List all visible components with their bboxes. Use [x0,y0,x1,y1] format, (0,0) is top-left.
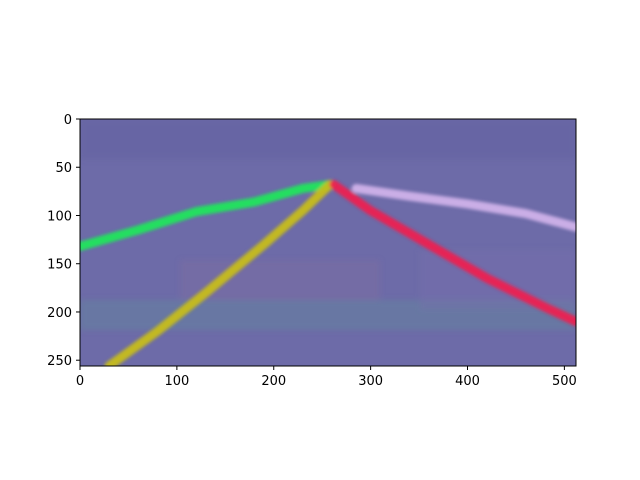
x-tick-label: 400 [455,374,480,389]
x-tick-label: 300 [358,374,383,389]
image-line-1 [104,180,335,366]
image-plot [80,119,576,366]
y-tick-label: 50 [55,161,72,176]
image-line-2 [329,180,576,327]
image-line-3 [351,183,576,232]
y-tick-label: 150 [47,258,72,273]
y-tick-label: 200 [47,306,72,321]
y-tick-label: 250 [47,354,72,369]
line-layer [80,180,576,366]
y-tick-label: 100 [47,209,72,224]
plot-frame [79,118,577,367]
x-tick-label: 0 [76,374,84,389]
x-tick-label: 100 [164,374,189,389]
x-tick-label: 200 [261,374,286,389]
x-tick-label: 500 [552,374,577,389]
y-axis: 0 50 100 150 200 250 [47,113,80,369]
x-axis: 0 100 200 300 400 500 [76,366,577,389]
y-tick-label: 0 [64,113,72,128]
image-line-0 [80,180,335,251]
